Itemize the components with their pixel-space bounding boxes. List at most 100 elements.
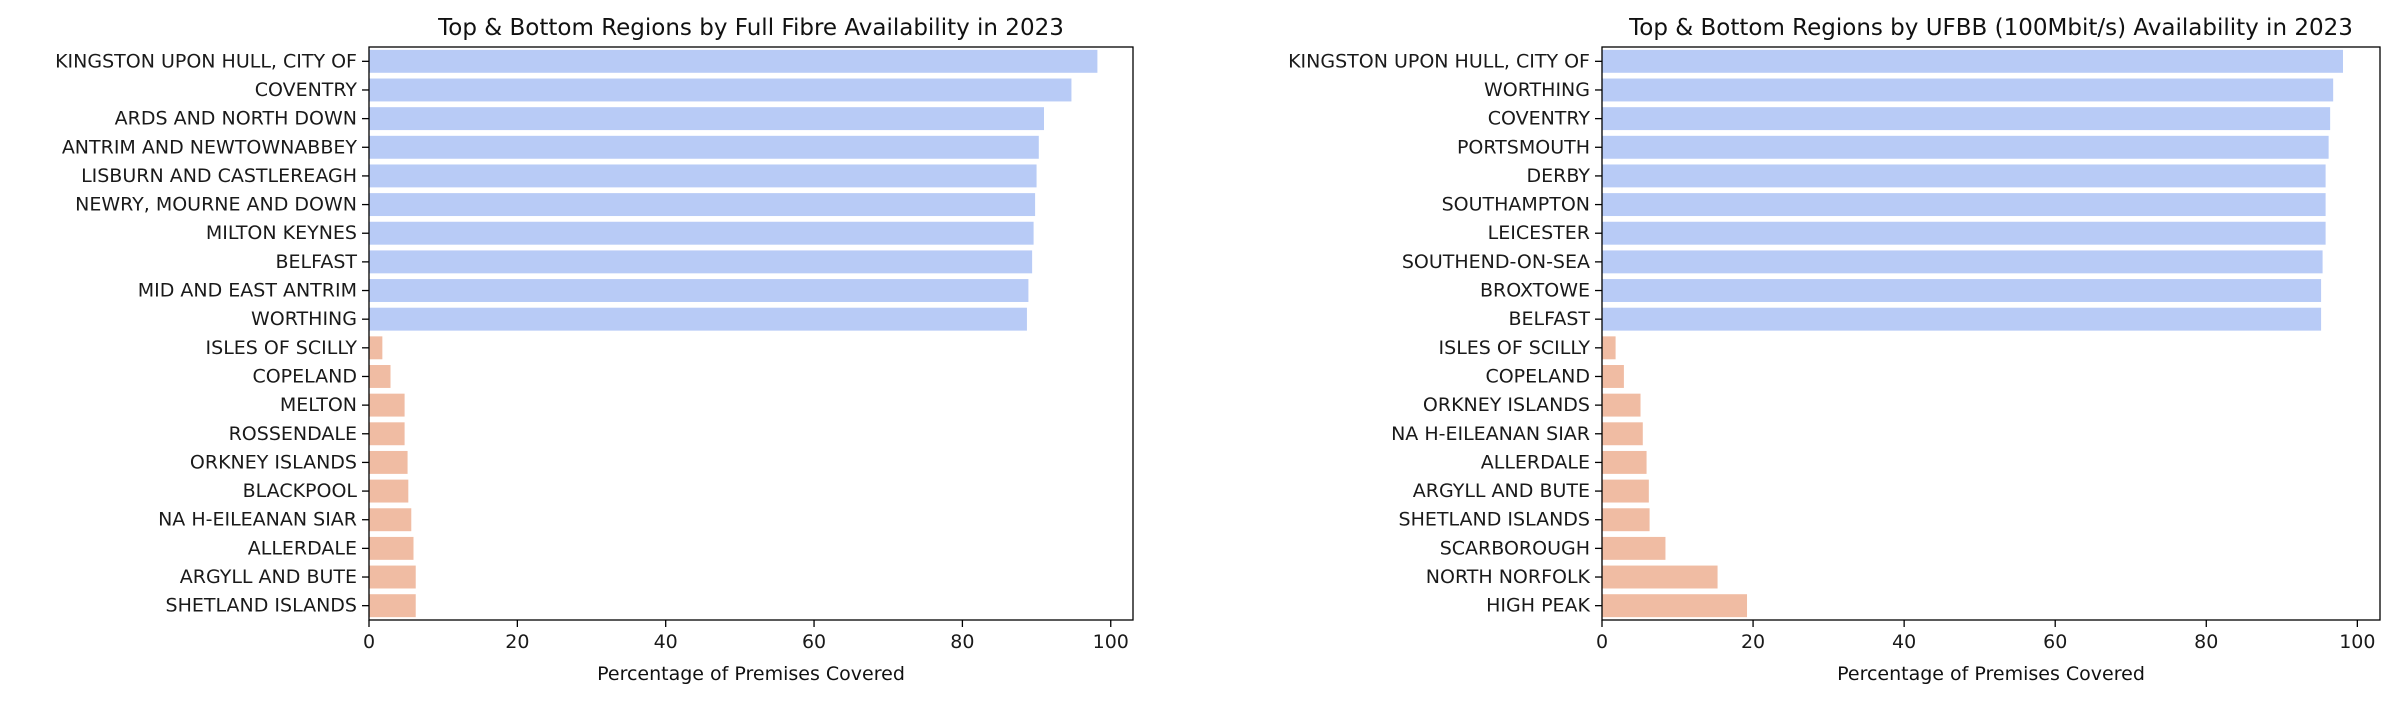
bar [1602, 279, 2322, 302]
y-tick-label: MELTON [280, 394, 357, 416]
bar [369, 565, 416, 589]
y-tick-label: KINGSTON UPON HULL, CITY OF [55, 50, 357, 72]
y-tick-label: PORTSMOUTH [1457, 136, 1590, 158]
x-tick-label: 60 [2043, 631, 2067, 653]
y-tick-label: BROXTOWE [1480, 280, 1590, 302]
y-tick-label: NA H-EILEANAN SIAR [1391, 423, 1590, 445]
y-tick-label: BELFAST [1509, 308, 1591, 330]
y-tick-label: ISLES OF SCILLY [1439, 337, 1591, 359]
y-tick-label: COVENTRY [255, 79, 358, 101]
bar [1602, 135, 2329, 159]
bar [1602, 221, 2326, 245]
y-tick-label: ROSSENDALE [229, 423, 357, 445]
bar [1602, 594, 1748, 618]
chart-title: Top & Bottom Regions by Full Fibre Avail… [437, 15, 1064, 41]
bar [1602, 365, 1624, 388]
x-tick-label: 80 [950, 631, 974, 653]
x-tick-label: 0 [1596, 631, 1608, 653]
y-tick-label: NEWRY, MOURNE AND DOWN [75, 194, 357, 216]
bar [369, 193, 1036, 217]
y-tick-label: SOUTHAMPTON [1442, 194, 1590, 216]
y-tick-label: SCARBOROUGH [1440, 537, 1590, 559]
bar [1602, 250, 2323, 274]
bar [1602, 193, 2326, 217]
bar [1602, 393, 1641, 417]
y-tick-label: DERBY [1527, 165, 1591, 187]
bar [369, 307, 1027, 331]
bar [369, 393, 405, 417]
chart-title: Top & Bottom Regions by UFBB (100Mbit/s)… [1628, 15, 2353, 41]
y-tick-label: MILTON KEYNES [206, 222, 357, 244]
bar [369, 479, 409, 503]
ufbb-chart: KINGSTON UPON HULL, CITY OF WORTHING COVEN… [1288, 15, 2381, 685]
bar [369, 107, 1044, 131]
x-tick-label: 100 [1093, 631, 1129, 653]
bar [1602, 49, 2343, 73]
bar [1602, 307, 2322, 331]
x-tick-label: 40 [1892, 631, 1916, 653]
plot-frame [1601, 46, 2381, 621]
x-tick-label: 80 [2194, 631, 2218, 653]
x-tick-label: 40 [654, 631, 678, 653]
x-tick-label: 60 [802, 631, 826, 653]
y-tick-label: HIGH PEAK [1486, 595, 1590, 617]
y-tick-label: BLACKPOOL [243, 480, 358, 502]
y-tick-label: ISLES OF SCILLY [206, 337, 358, 359]
x-tick-label: 20 [1741, 631, 1765, 653]
y-tick-label: COPELAND [252, 365, 357, 387]
y-tick-label: LISBURN AND CASTLEREAGH [81, 165, 357, 187]
y-tick-label: ORKNEY ISLANDS [190, 451, 357, 473]
bar [369, 250, 1033, 274]
y-tick-label: SOUTHEND-ON-SEA [1402, 251, 1590, 273]
bar [1602, 508, 1650, 532]
bar [369, 450, 408, 474]
y-tick-label: ALLERDALE [1481, 451, 1590, 473]
bar [369, 78, 1072, 102]
bar [369, 135, 1039, 159]
y-tick-label: NORTH NORFOLK [1426, 566, 1591, 588]
plot-frame [368, 46, 1134, 621]
y-tick-label: WORTHING [1484, 79, 1590, 101]
y-tick-label: WORTHING [251, 308, 357, 330]
x-tick-label: 0 [363, 631, 375, 653]
full-fibre-chart: KINGSTON UPON HULL, CITY OF COVENTRY ARDS … [55, 15, 1134, 685]
bar [1602, 536, 1666, 560]
bar [1602, 565, 1718, 589]
bar [1602, 450, 1647, 474]
y-tick-label: ARGYLL AND BUTE [180, 566, 357, 588]
bar [1602, 422, 1643, 446]
x-tick-label: 20 [505, 631, 529, 653]
bar [369, 594, 416, 618]
y-tick-label: COPELAND [1485, 365, 1590, 387]
x-tick-label: 100 [2339, 631, 2375, 653]
y-tick-label: SHETLAND ISLANDS [1399, 509, 1590, 531]
bar [369, 164, 1037, 188]
bar [1602, 164, 2326, 188]
y-tick-label: ORKNEY ISLANDS [1423, 394, 1590, 416]
bar [369, 279, 1029, 302]
x-axis-label: Percentage of Premises Covered [1837, 663, 2145, 685]
bar [1602, 336, 1616, 360]
bar [369, 221, 1034, 245]
bar [369, 508, 412, 532]
y-tick-label: ALLERDALE [248, 537, 357, 559]
y-tick-label: ARGYLL AND BUTE [1413, 480, 1590, 502]
y-tick-label: KINGSTON UPON HULL, CITY OF [1288, 50, 1590, 72]
y-tick-label: MID AND EAST ANTRIM [138, 280, 357, 302]
bar [369, 336, 383, 360]
bar [1602, 78, 2334, 102]
bar [1602, 479, 1649, 503]
y-tick-label: ANTRIM AND NEWTOWNABBEY [62, 136, 358, 158]
y-tick-label: BELFAST [276, 251, 358, 273]
bar [369, 49, 1098, 73]
y-tick-label: COVENTRY [1488, 108, 1591, 130]
y-tick-label: SHETLAND ISLANDS [166, 595, 357, 617]
bar [1602, 107, 2331, 131]
x-axis-label: Percentage of Premises Covered [597, 663, 905, 685]
bar [369, 422, 405, 446]
bar [369, 536, 414, 560]
bar [369, 365, 391, 388]
y-tick-label: NA H-EILEANAN SIAR [158, 509, 357, 531]
